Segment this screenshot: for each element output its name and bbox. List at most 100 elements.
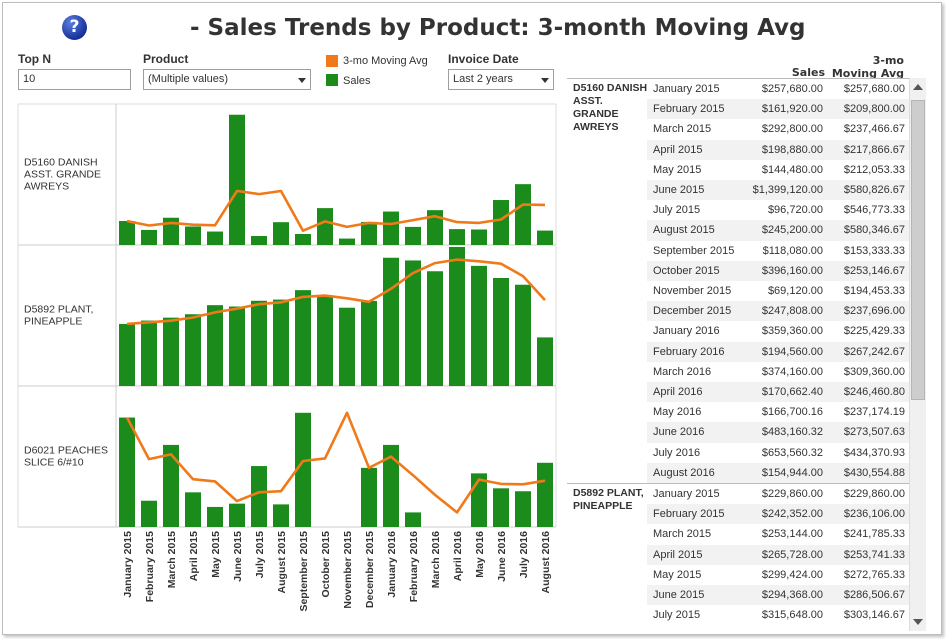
sales-bar[interactable] (339, 238, 355, 245)
sales-bar[interactable] (185, 226, 201, 245)
table-cell-moving-avg: $212,053.33 (843, 163, 905, 176)
table-row[interactable]: January 2015 $257,680.00 $257,680.00 (647, 79, 909, 99)
product-dropdown[interactable]: (Multiple values) (143, 69, 311, 90)
sales-bar[interactable] (119, 323, 135, 386)
sales-bar[interactable] (141, 320, 157, 386)
sales-bar[interactable] (251, 235, 267, 245)
sales-bar[interactable] (251, 466, 267, 527)
table-row[interactable]: May 2016 $166,700.16 $237,174.19 (647, 402, 909, 422)
table-row[interactable]: September 2015 $118,080.00 $153,333.33 (647, 241, 909, 261)
sales-bar[interactable] (537, 230, 553, 245)
table-row[interactable]: March 2016 $374,160.00 $309,360.00 (647, 362, 909, 382)
scroll-down-icon[interactable] (913, 619, 923, 625)
table-row[interactable]: February 2015 $161,920.00 $209,800.00 (647, 99, 909, 120)
table-cell-sales: $1,399,120.00 (752, 184, 823, 196)
sales-bar[interactable] (141, 500, 157, 527)
sales-bar[interactable] (317, 296, 333, 386)
table-cell-month: January 2015 (653, 83, 720, 95)
sales-bar[interactable] (471, 265, 487, 386)
table-row[interactable]: July 2015 $315,648.00 $303,146.67 (647, 605, 909, 625)
table-row[interactable]: February 2016 $194,560.00 $267,242.67 (647, 341, 909, 362)
table-row[interactable]: May 2015 $299,424.00 $272,765.33 (647, 565, 909, 585)
sales-bar[interactable] (229, 114, 245, 245)
sales-bar[interactable] (383, 257, 399, 386)
table-row[interactable]: February 2015 $242,352.00 $236,106.00 (647, 504, 909, 525)
table-cell-moving-avg: $237,696.00 (843, 305, 905, 318)
table-row[interactable]: May 2015 $144,480.00 $212,053.33 (647, 160, 909, 180)
sales-bar[interactable] (493, 200, 509, 245)
sales-bar[interactable] (361, 221, 377, 245)
sales-bar[interactable] (537, 337, 553, 386)
table-row[interactable]: August 2015 $245,200.00 $580,346.67 (647, 220, 909, 241)
sales-bar[interactable] (295, 234, 311, 245)
sales-bar[interactable] (537, 462, 553, 527)
sales-bar[interactable] (449, 246, 465, 386)
sales-bar[interactable] (427, 210, 443, 245)
sales-bar[interactable] (295, 412, 311, 527)
sales-bar[interactable] (317, 208, 333, 245)
sales-bar[interactable] (515, 284, 531, 386)
moving-avg-line[interactable] (126, 258, 546, 326)
data-table[interactable]: D5160 DANISH ASST. GRANDE AWREYS January … (567, 51, 909, 631)
sales-bar[interactable] (207, 506, 223, 527)
sales-bar[interactable] (119, 221, 135, 245)
sales-bar[interactable] (273, 299, 289, 386)
sales-bar[interactable] (427, 271, 443, 386)
invoice-date-dropdown[interactable]: Last 2 years (448, 69, 554, 90)
sales-bar[interactable] (163, 444, 179, 527)
sales-bar[interactable] (273, 504, 289, 527)
sales-bar[interactable] (405, 260, 421, 386)
sales-bar[interactable] (141, 229, 157, 245)
table-row[interactable]: August 2016 $154,944.00 $430,554.88 (647, 462, 909, 483)
sales-bar[interactable] (295, 290, 311, 386)
table-cell-sales: $374,160.00 (761, 365, 823, 378)
sales-bar[interactable] (207, 305, 223, 386)
sales-bar[interactable] (229, 503, 245, 527)
table-row[interactable]: July 2016 $653,560.32 $434,370.93 (647, 443, 909, 463)
table-row[interactable]: April 2015 $265,728.00 $253,741.33 (647, 544, 909, 565)
sales-bar[interactable] (207, 231, 223, 245)
sales-bar[interactable] (361, 467, 377, 527)
table-row[interactable]: June 2015 $1,399,120.00 $580,826.67 (647, 180, 909, 201)
table-row[interactable]: January 2016 $359,360.00 $225,429.33 (647, 321, 909, 341)
table-row[interactable]: June 2016 $483,160.32 $273,507.63 (647, 422, 909, 443)
table-row[interactable]: June 2015 $294,368.00 $286,506.67 (647, 585, 909, 606)
sales-bar[interactable] (405, 512, 421, 527)
moving-avg-line[interactable] (126, 189, 546, 232)
scrollbar-thumb[interactable] (911, 100, 925, 400)
table-row[interactable]: July 2015 $96,720.00 $546,773.33 (647, 200, 909, 220)
sales-bar[interactable] (185, 492, 201, 527)
sales-bar[interactable] (405, 226, 421, 245)
sales-bar[interactable] (229, 306, 245, 386)
table-row[interactable]: December 2015 $247,808.00 $237,696.00 (647, 301, 909, 322)
sales-bar[interactable] (449, 229, 465, 245)
scroll-up-icon[interactable] (913, 84, 923, 90)
sales-bar[interactable] (493, 488, 509, 527)
table-cell-moving-avg: $580,346.67 (843, 224, 905, 237)
moving-avg-line[interactable] (125, 411, 546, 514)
sales-bar[interactable] (383, 444, 399, 527)
table-row[interactable]: April 2015 $198,880.00 $217,866.67 (647, 139, 909, 160)
sales-bar[interactable] (471, 229, 487, 245)
sales-bar[interactable] (515, 491, 531, 527)
sales-bar[interactable] (361, 300, 377, 386)
sales-bar[interactable] (163, 317, 179, 386)
help-icon[interactable]: ? (62, 15, 87, 40)
table-row[interactable]: March 2015 $253,144.00 $241,785.33 (647, 524, 909, 544)
table-row[interactable]: March 2015 $292,800.00 $237,466.67 (647, 119, 909, 139)
sales-bar[interactable] (273, 222, 289, 245)
sales-bar[interactable] (339, 307, 355, 386)
table-row[interactable]: October 2015 $396,160.00 $253,146.67 (647, 260, 909, 281)
table-row[interactable]: November 2015 $69,120.00 $194,453.33 (647, 281, 909, 301)
sales-bar[interactable] (251, 300, 267, 386)
table-row[interactable]: January 2015 $229,860.00 $229,860.00 (647, 484, 909, 504)
table-scrollbar[interactable] (909, 78, 926, 631)
table-row[interactable]: April 2016 $170,662.40 $246,460.80 (647, 382, 909, 403)
sales-bar[interactable] (383, 211, 399, 245)
sales-bar[interactable] (493, 278, 509, 386)
topn-input[interactable]: 10 (18, 69, 131, 90)
sales-bar[interactable] (515, 184, 531, 245)
sales-bar[interactable] (185, 314, 201, 386)
sales-bar[interactable] (119, 417, 135, 527)
